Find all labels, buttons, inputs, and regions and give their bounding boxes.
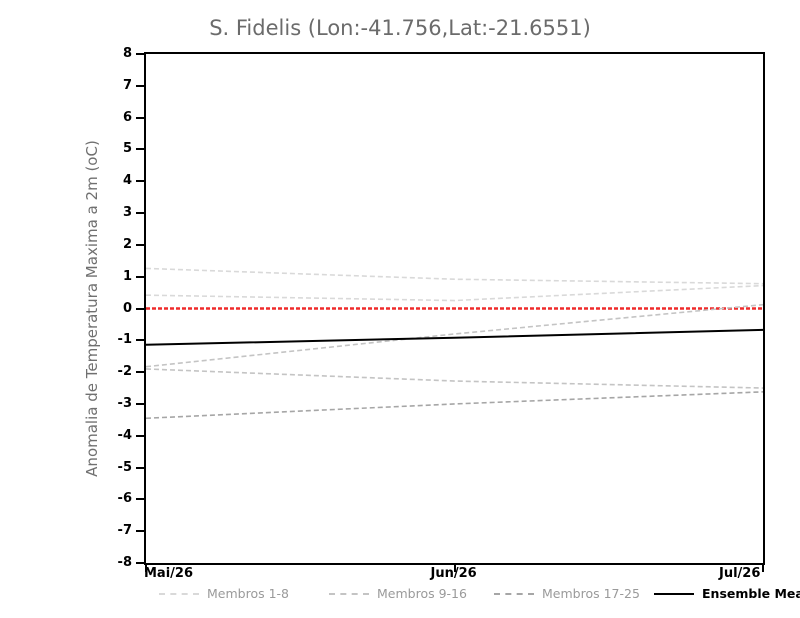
- x-axis-tick: [762, 565, 764, 572]
- y-axis-tick-label: 6: [122, 109, 132, 125]
- legend-item: Membros 1-8: [159, 585, 289, 603]
- y-axis-tick-label: 5: [122, 141, 132, 157]
- y-axis-tick-label: 4: [122, 173, 132, 189]
- x-axis-tick: [145, 565, 147, 572]
- legend-item: Ensemble Mean: [654, 585, 800, 603]
- legend-swatch: [654, 593, 694, 595]
- chart-title: S. Fidelis (Lon:-41.756,Lat:-21.6551): [209, 16, 591, 40]
- y-axis-tick: [136, 84, 144, 87]
- y-axis-tick: [136, 530, 144, 533]
- legend-label: Ensemble Mean: [702, 586, 800, 601]
- y-axis-tick: [136, 371, 144, 374]
- legend-swatch: [329, 593, 369, 595]
- x-axis-tick: [453, 565, 456, 572]
- y-axis-tick-label: 0: [122, 300, 132, 316]
- y-axis-tick: [136, 498, 144, 501]
- y-axis-tick-label: 7: [122, 77, 132, 93]
- y-axis-tick-label: -8: [117, 555, 132, 570]
- member-line: [146, 391, 763, 420]
- series-lines: [146, 267, 763, 420]
- y-axis-tick-label: 3: [122, 205, 132, 221]
- x-axis-tick-label: Mai/26: [144, 566, 194, 581]
- y-axis-tick: [136, 212, 144, 215]
- y-axis-tick-label: 2: [122, 236, 132, 252]
- y-axis-tick: [136, 148, 144, 151]
- y-axis-tick-label: -5: [117, 459, 132, 475]
- y-axis-tick: [136, 466, 144, 469]
- legend-item: Membros 9-16: [329, 585, 467, 603]
- y-axis-tick: [136, 402, 144, 405]
- y-axis-tick-label: 1: [122, 268, 132, 284]
- member-line: [146, 267, 763, 285]
- y-axis-tick-label: -4: [117, 427, 132, 443]
- y-axis-tick: [136, 53, 144, 55]
- legend-swatch: [494, 593, 534, 595]
- chart-legend: Membros 1-8 Membros 9-16 Membros 17-25 Ense…: [144, 585, 800, 603]
- legend-label: Membros 1-8: [207, 586, 290, 601]
- y-axis-tick: [136, 307, 144, 310]
- y-axis-tick-label: -6: [117, 491, 132, 507]
- y-axis-tick-label: -2: [117, 364, 132, 380]
- x-axis-tick-label: Jul/26: [719, 566, 761, 581]
- y-axis-tick-label: -3: [117, 395, 132, 411]
- y-axis-tick: [136, 243, 144, 246]
- legend-item: Membros 17-25: [494, 585, 640, 603]
- y-axis-tick-label: 8: [122, 46, 132, 61]
- y-axis-tick-label: -1: [117, 332, 132, 348]
- plot-canvas: [146, 54, 763, 563]
- ensemble-mean-line: [146, 328, 763, 346]
- x-axis-tick-label: Jun/26: [430, 566, 477, 581]
- y-axis-tick: [136, 275, 144, 278]
- legend-label: Membros 17-25: [542, 586, 640, 601]
- y-axis-tick: [136, 116, 144, 119]
- member-line: [146, 284, 763, 302]
- plot-area: [144, 52, 765, 565]
- y-axis-tick: [136, 434, 144, 437]
- member-line: [146, 368, 763, 389]
- legend-label: Membros 9-16: [377, 586, 467, 601]
- legend-swatch: [159, 593, 199, 595]
- y-axis-tick-label: -7: [117, 523, 132, 539]
- y-axis-tick: [136, 180, 144, 183]
- y-axis-tick: [136, 339, 144, 342]
- y-axis-tick: [136, 562, 144, 564]
- member-line: [146, 303, 763, 368]
